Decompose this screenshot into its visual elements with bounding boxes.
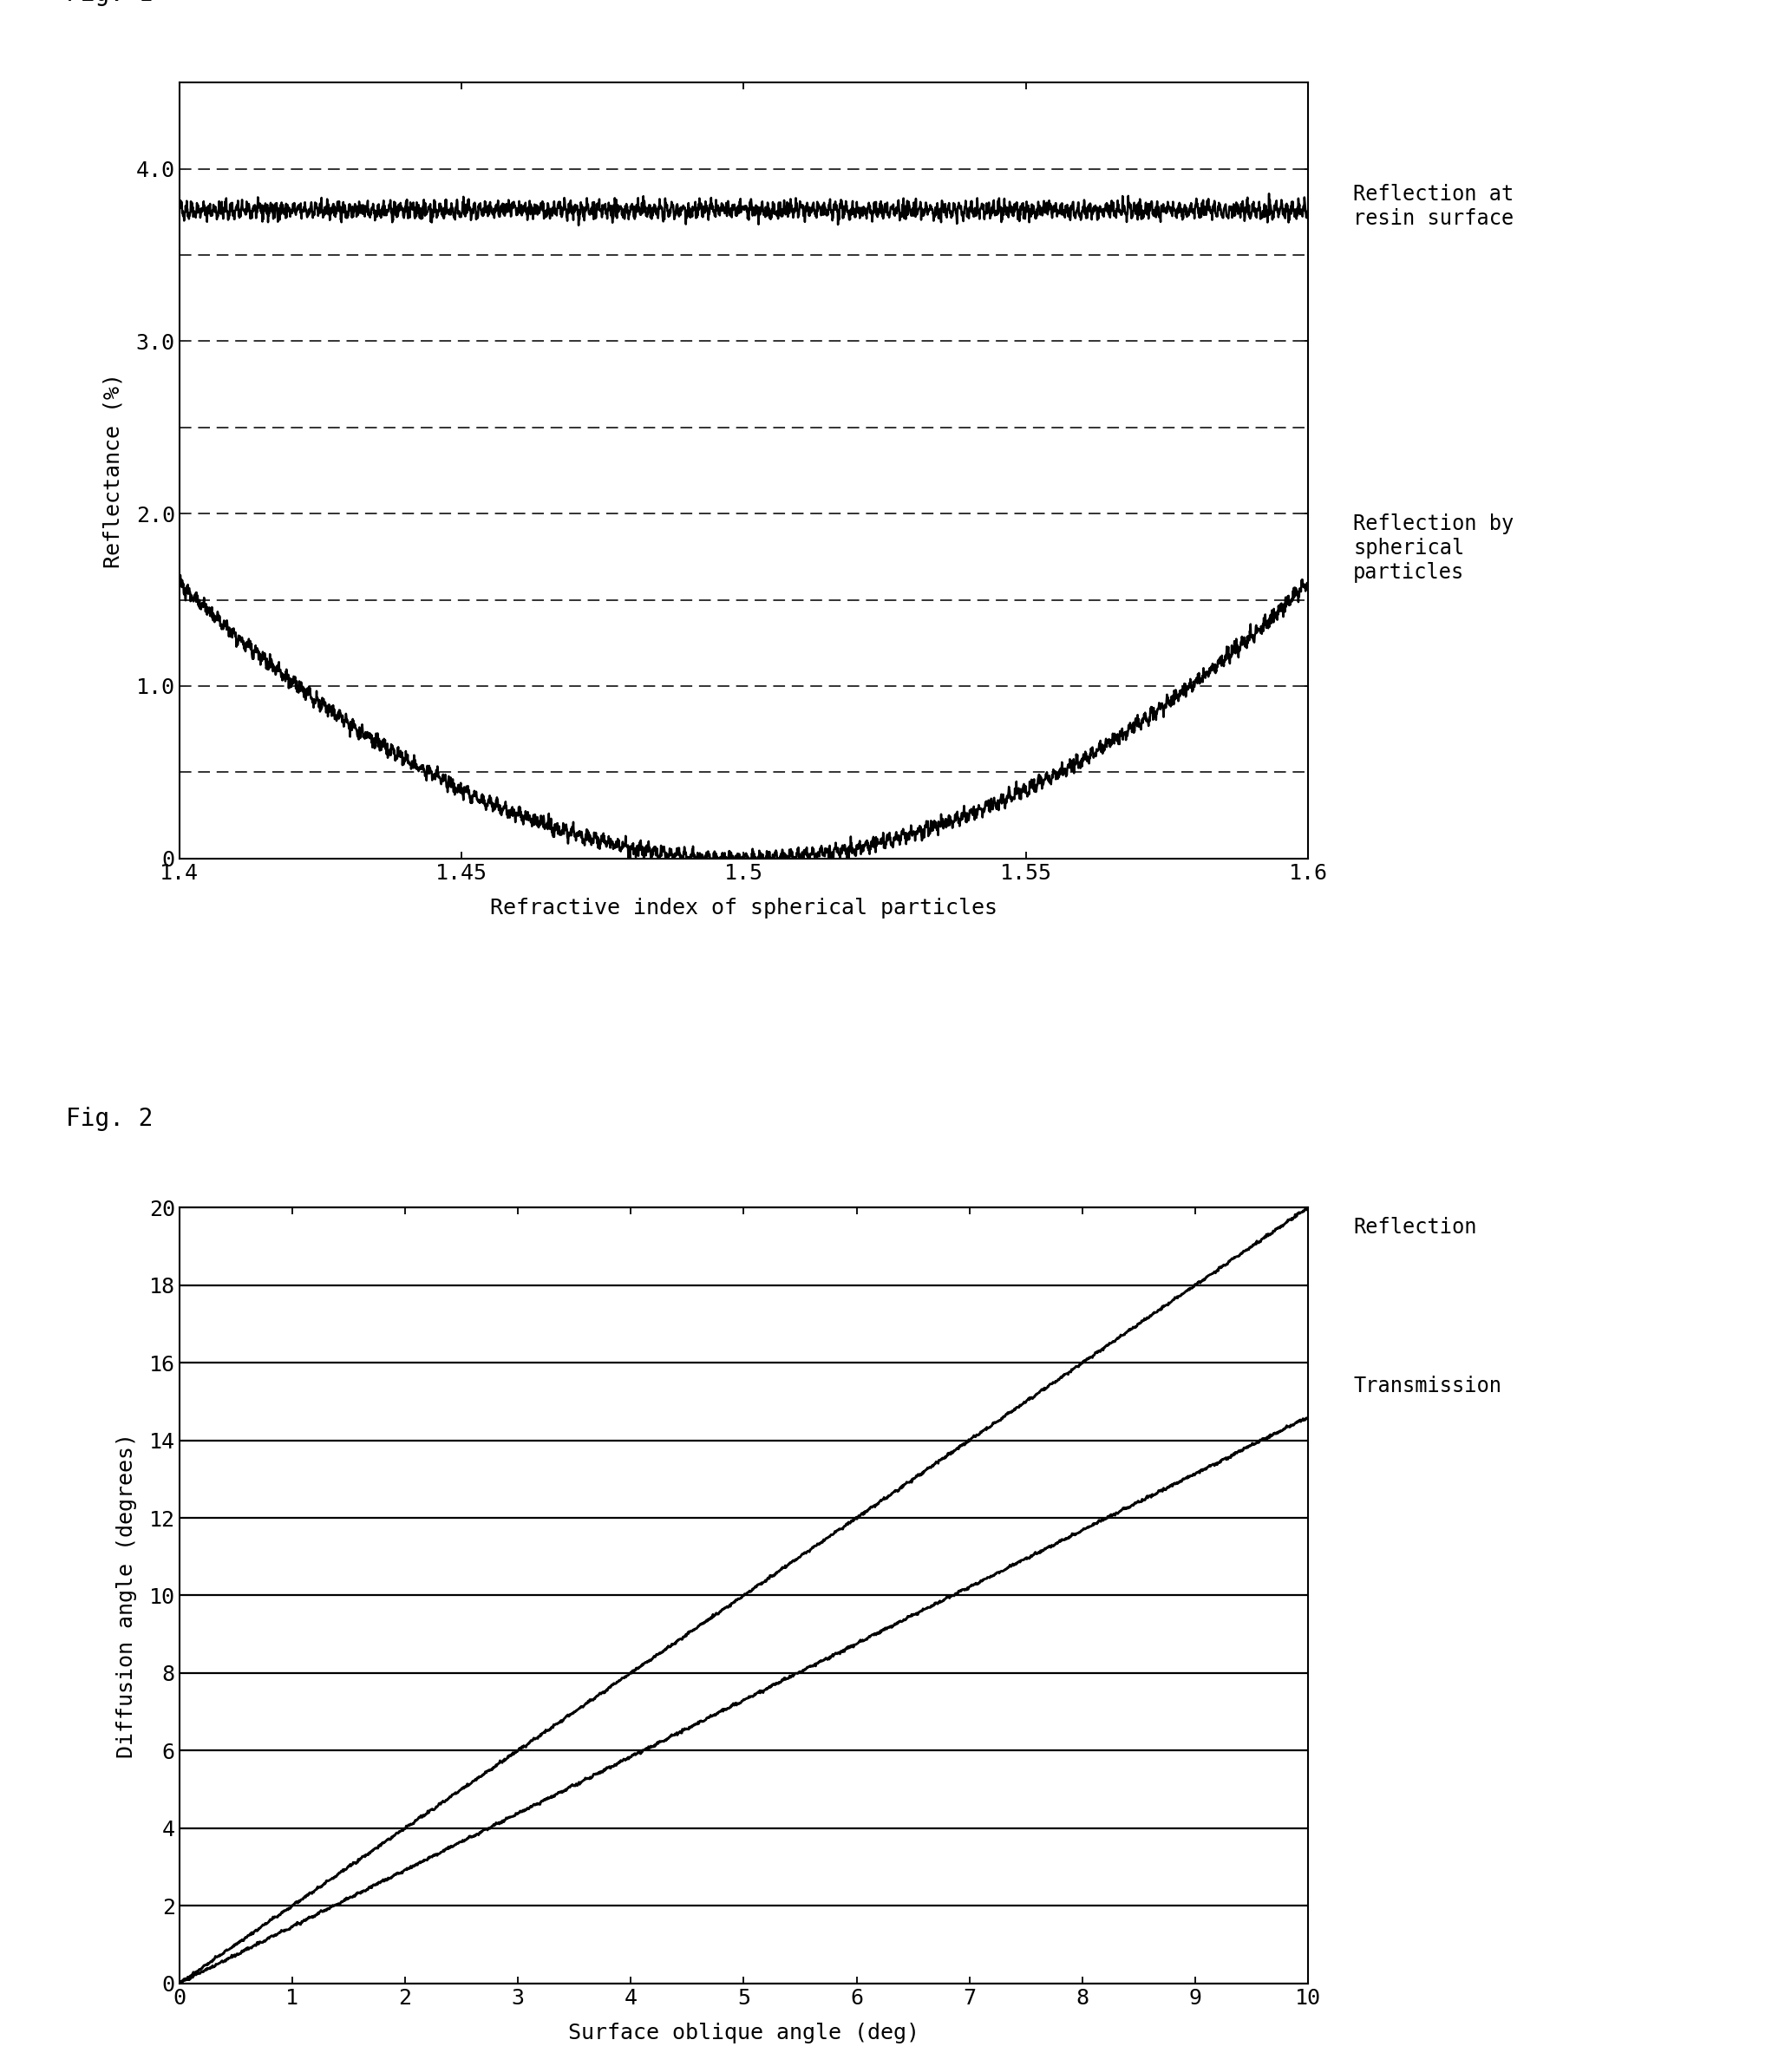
Text: Reflection by
spherical
particles: Reflection by spherical particles bbox=[1353, 514, 1514, 583]
Y-axis label: Diffusion angle (degrees): Diffusion angle (degrees) bbox=[116, 1434, 136, 1758]
Text: Fig. 2: Fig. 2 bbox=[66, 1107, 154, 1130]
X-axis label: Refractive index of spherical particles: Refractive index of spherical particles bbox=[489, 899, 998, 919]
Text: Transmission: Transmission bbox=[1353, 1376, 1502, 1397]
Text: Reflection at
resin surface: Reflection at resin surface bbox=[1353, 184, 1514, 229]
Y-axis label: Reflectance (%): Reflectance (%) bbox=[104, 374, 124, 568]
Text: Reflection: Reflection bbox=[1353, 1217, 1477, 1238]
X-axis label: Surface oblique angle (deg): Surface oblique angle (deg) bbox=[568, 2023, 919, 2043]
Text: Fig. 1: Fig. 1 bbox=[66, 0, 154, 6]
